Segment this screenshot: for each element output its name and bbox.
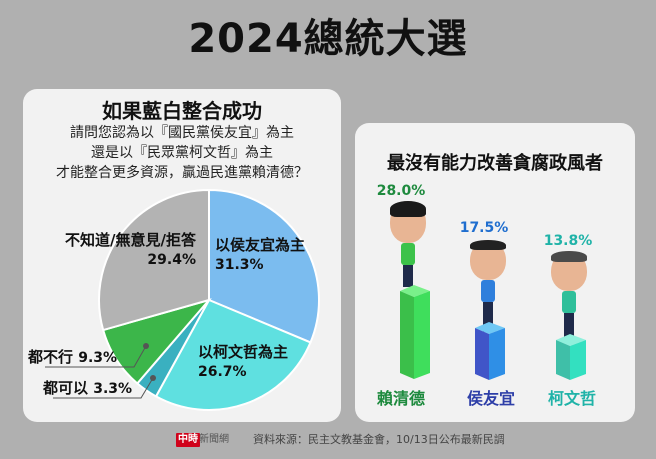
pie-label-unknown: 不知道/無意見/拒答 29.4% — [65, 231, 196, 268]
bar-value-lai: 28.0% — [376, 183, 426, 199]
leader-dot-both — [150, 375, 156, 381]
pie-chart-title: 如果藍白整合成功 — [102, 99, 262, 123]
pie-label-neither: 都不行 9.3% — [28, 348, 118, 366]
leader-line-neither — [45, 345, 147, 368]
question-line-3: 才能整合更多資源，贏過民進黨賴清德？ — [56, 165, 308, 181]
candidate-head-icon — [390, 201, 426, 243]
page-title: 2024總統大選 — [188, 16, 468, 62]
bar-value-hou: 17.5% — [459, 220, 509, 236]
candidate-figure-lai — [388, 201, 428, 293]
leader-dot-neither — [143, 343, 149, 349]
bar-chart-title: 最沒有能力改善貪腐政風者 — [387, 153, 603, 174]
question-line-2: 還是以『民眾黨柯文哲』為主 — [91, 145, 273, 161]
bar-label-lai: 賴清德 — [376, 389, 425, 408]
pie-slice-unknown — [98, 188, 210, 332]
logo-text: 新聞網 — [199, 434, 229, 445]
chinatimes-logo: 中時 — [176, 433, 200, 447]
pie-chart — [45, 188, 320, 411]
pie-label-hou: 以侯友宜為主 31.3% — [215, 236, 306, 273]
bar-ko — [556, 334, 586, 380]
candidate-head-icon — [470, 240, 506, 280]
bar-label-hou: 侯友宜 — [466, 389, 515, 408]
data-source: 資料來源：民主文教基金會，10/13日公布最新民調 — [253, 433, 505, 446]
pie-slice-hou — [208, 188, 320, 344]
bar-value-ko: 13.8% — [543, 233, 593, 249]
bar-lai — [400, 285, 430, 379]
bar-label-ko: 柯文哲 — [547, 389, 596, 408]
candidate-figure-hou — [468, 240, 508, 332]
footer: 中時 新聞網 資料來源：民主文教基金會，10/13日公布最新民調 — [0, 432, 656, 450]
pie-label-both: 都可以 3.3% — [43, 379, 133, 397]
bar-chart-card: 最沒有能力改善貪腐政風者 28.0% 賴清德 17.5% 侯友宜 13.8% — [355, 123, 635, 422]
pie-label-ko: 以柯文哲為主 26.7% — [198, 343, 289, 380]
bar-hou — [475, 322, 505, 380]
candidate-head-icon — [551, 251, 587, 291]
question-line-1: 請問您認為以『國民黨侯友宜』為主 — [70, 125, 294, 141]
candidate-figure-ko — [549, 251, 589, 343]
leader-line-both — [53, 377, 154, 399]
pie-chart-card: 如果藍白整合成功 請問您認為以『國民黨侯友宜』為主 還是以『民眾黨柯文哲』為主 … — [23, 89, 341, 422]
